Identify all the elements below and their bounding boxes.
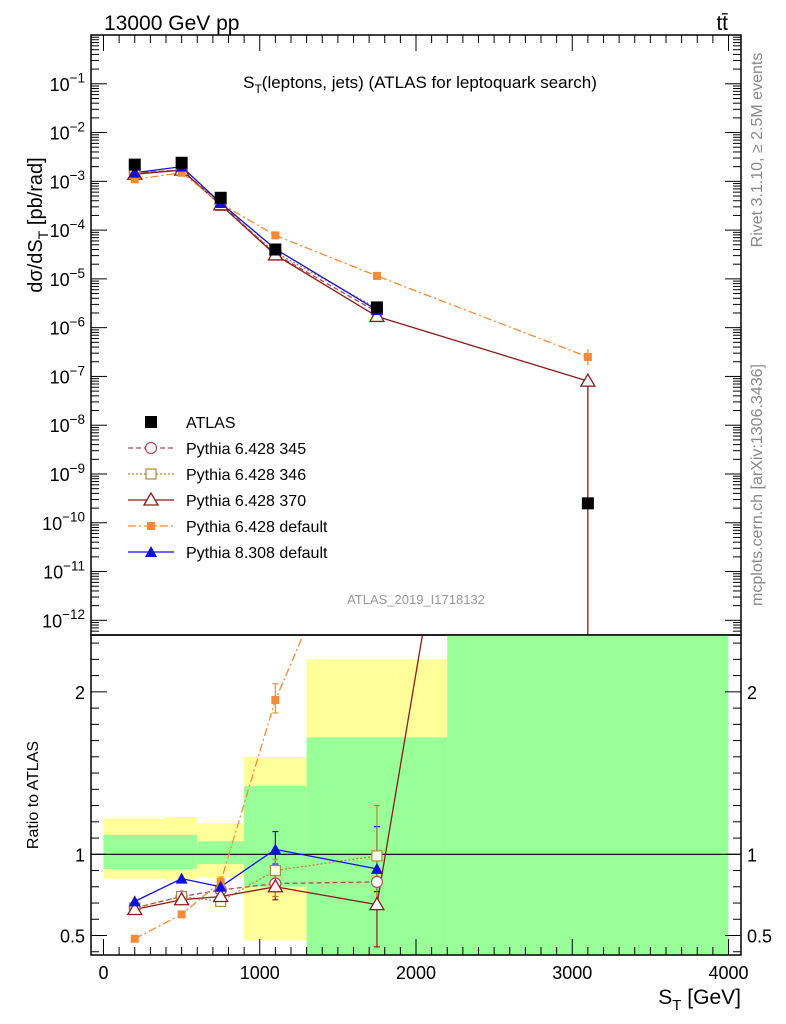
data-point [583,353,592,362]
ratio-y-tick-label: 0.5 [747,927,772,947]
y-tick-label: 10−12 [42,607,85,631]
uncertainty-band-green [197,841,245,865]
ratio-panel: 0.5 0.5 1 1 2 2 0 1000 2000 3000 4000 Ratio to ATLA… [25,634,772,1014]
series-line [134,172,589,358]
ratio-y-tick-label: 2 [747,683,757,703]
y-tick-label: 10−2 [50,119,85,143]
x-tick-label: 4000 [708,963,748,983]
series-line [134,169,589,382]
data-point [370,301,383,314]
ratio-line [134,855,378,909]
data-point [214,191,227,204]
legend-marker [142,491,160,506]
legend-label: ATLAS [186,415,236,432]
ratio-point [370,862,383,874]
y-tick-label: 10−8 [50,412,85,436]
x-tick-label: 1000 [240,963,280,983]
ratio-ylabel: Ratio to ATLAS [25,741,42,849]
ratio-point [130,934,139,943]
y-tick-label: 10−7 [50,363,85,387]
series-line [134,169,378,313]
ratio-point [175,872,188,884]
ratio-point [269,864,281,877]
data-point [372,271,381,280]
ratio-point [177,910,186,919]
uncertainty-band-green [103,834,166,869]
ratio-y-tick-label: 1 [75,845,85,865]
legend-marker [145,546,157,557]
y-tick-label: 10−6 [50,315,85,339]
legend-label: Pythia 6.428 370 [186,493,306,510]
data-point [128,158,141,171]
legend: ATLAS Pythia 6.428 345 Pythia 6.428 346 Pyt… [128,415,328,562]
legend-label: Pythia 6.428 346 [186,467,306,484]
data-point [175,156,188,169]
uncertainty-band-green [166,834,198,869]
ratio-point [173,891,190,906]
ratio-point [212,888,229,903]
ratio-data [91,635,741,955]
legend-marker [145,416,157,428]
y-tick-label: 10−10 [42,510,85,534]
ratio-point [370,875,384,889]
legend-label: Pythia 6.428 345 [186,441,306,458]
data-point [177,168,186,177]
ratio-point [368,896,386,911]
main-panel: ST(leptons, jets) (ATLAS for leptoquark … [25,34,742,636]
data-point [271,231,280,240]
main-ylabel: dσ/dST [pb/rad] [25,157,51,292]
y-tick-label: 10−1 [50,71,85,95]
ratio-y-tick-label: 2 [75,683,85,703]
ratio-y-tick-label: 1 [747,845,757,865]
y-tick-label: 10−5 [50,266,85,290]
x-tick-label: 0 [98,963,108,983]
energy-label: 13000 GeV pp [104,12,239,35]
ratio-line [134,635,424,911]
ratio-point [269,843,282,855]
data-point [269,243,282,256]
ratio-point [371,850,383,862]
x-tick-label: 3000 [552,963,592,983]
x-axis-label: ST [GeV] [658,986,741,1014]
y-tick-label: 10−3 [50,168,85,192]
mcplots-label: mcplots.cern.ch [arXiv:1306.3436] [749,364,766,606]
y-tick-label: 10−4 [50,217,86,241]
legend-label: Pythia 8.308 default [186,545,328,562]
process-label: tt̄ [716,12,728,35]
series-line [134,165,378,311]
ratio-point [128,895,141,907]
data-point [130,175,139,184]
legend-label: Pythia 6.428 default [186,519,328,536]
main-data [126,156,597,635]
rivet-label: Rivet 3.1.10, ≥ 2.5M events [749,53,766,248]
data-point [128,166,141,178]
data-point [581,497,594,510]
ratio-point [126,901,143,916]
ratio-frame [90,634,742,956]
legend-marker [144,441,158,455]
data-point [368,308,386,323]
legend-marker [147,522,155,530]
analysis-id: ATLAS_2019_I1718132 [347,592,485,607]
ratio-point [267,878,284,893]
ratio-y-tick-label: 0.5 [60,927,85,947]
uncertainty-band-green [447,635,729,955]
main-title: ST(leptons, jets) (ATLAS for leptoquark … [243,73,597,96]
ratio-point [271,695,280,704]
legend-marker [145,468,157,480]
data-point [579,372,597,387]
header: 13000 GeV pp tt̄ [104,12,728,35]
x-tick-label: 2000 [396,963,436,983]
ratio-point [214,880,227,892]
y-tick-label: 10−9 [50,461,85,485]
y-tick-label: 10−11 [43,558,85,582]
